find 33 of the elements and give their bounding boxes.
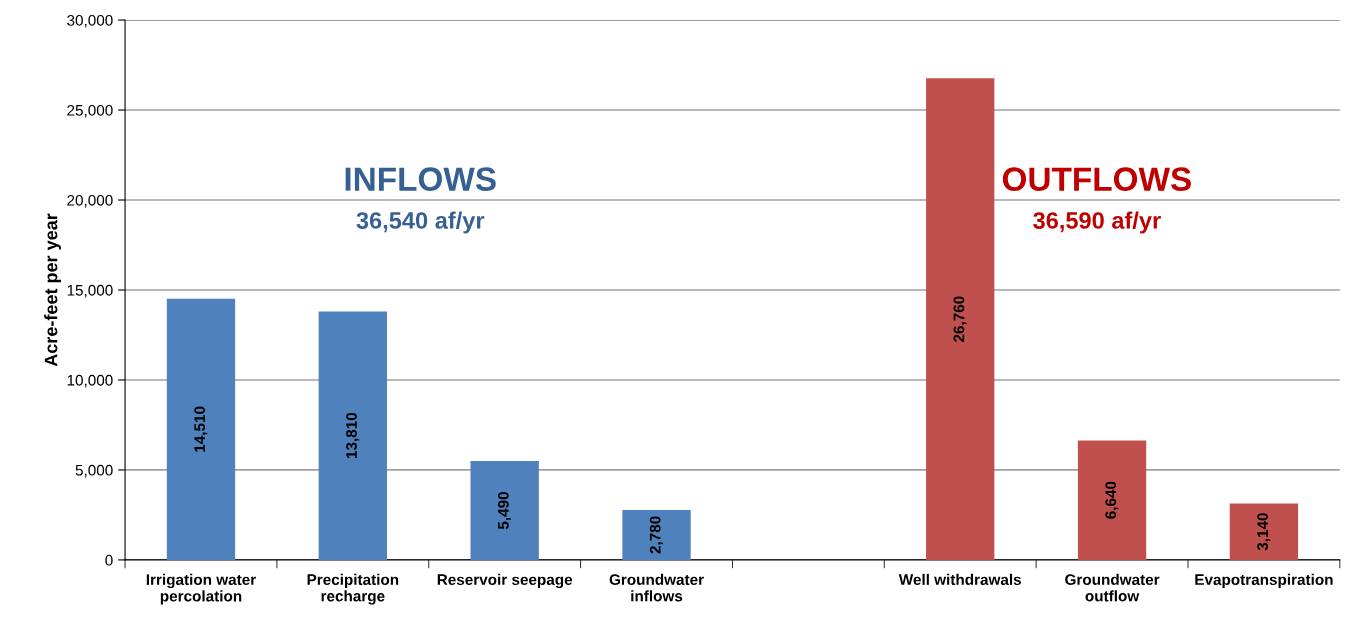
bar: [318, 311, 387, 560]
x-tick-label: Irrigation water percolation: [146, 573, 256, 605]
x-tick-label: Precipitation recharge: [307, 573, 399, 605]
y-tick-label: 15,000: [67, 284, 113, 298]
y-axis-title: Acre-feet per year: [44, 213, 61, 367]
x-tick-label: Reservoir seepage: [437, 573, 573, 589]
bar: [470, 461, 539, 560]
bar: [1229, 503, 1299, 560]
x-tick-label: Evapotranspiration: [1195, 573, 1333, 589]
bar: [622, 509, 691, 560]
x-tick-label: Groundwater outflow: [1065, 573, 1160, 602]
x-tick-label: Well withdrawals: [898, 573, 1022, 586]
data-label: 6,640: [1105, 481, 1119, 519]
x-tick-label: Groundwater inflows: [609, 573, 704, 602]
annotation: INFLOWS: [345, 167, 496, 191]
y-tick-label: 0: [105, 554, 113, 566]
bar: [166, 298, 236, 560]
annotation: OUTFLOWS: [1002, 167, 1191, 191]
data-label: 13,810: [346, 412, 360, 459]
y-tick-label: 20,000: [67, 194, 113, 208]
y-tick-label: 10,000: [67, 374, 113, 388]
data-label: 14,510: [194, 406, 208, 452]
bar: [926, 78, 995, 560]
bar: [1077, 440, 1147, 560]
data-label: 26,760: [953, 296, 967, 342]
annotation: 36,540 af/yr: [356, 211, 485, 234]
data-label: 5,490: [497, 492, 511, 530]
data-label: 2,780: [649, 516, 663, 554]
y-tick-label: 30,000: [67, 14, 113, 28]
y-tick-label: 5,000: [75, 464, 113, 478]
annotation: 36,590 af/yr: [1033, 211, 1161, 234]
y-tick-label: 25,000: [67, 104, 113, 118]
data-label: 3,140: [1257, 513, 1271, 551]
